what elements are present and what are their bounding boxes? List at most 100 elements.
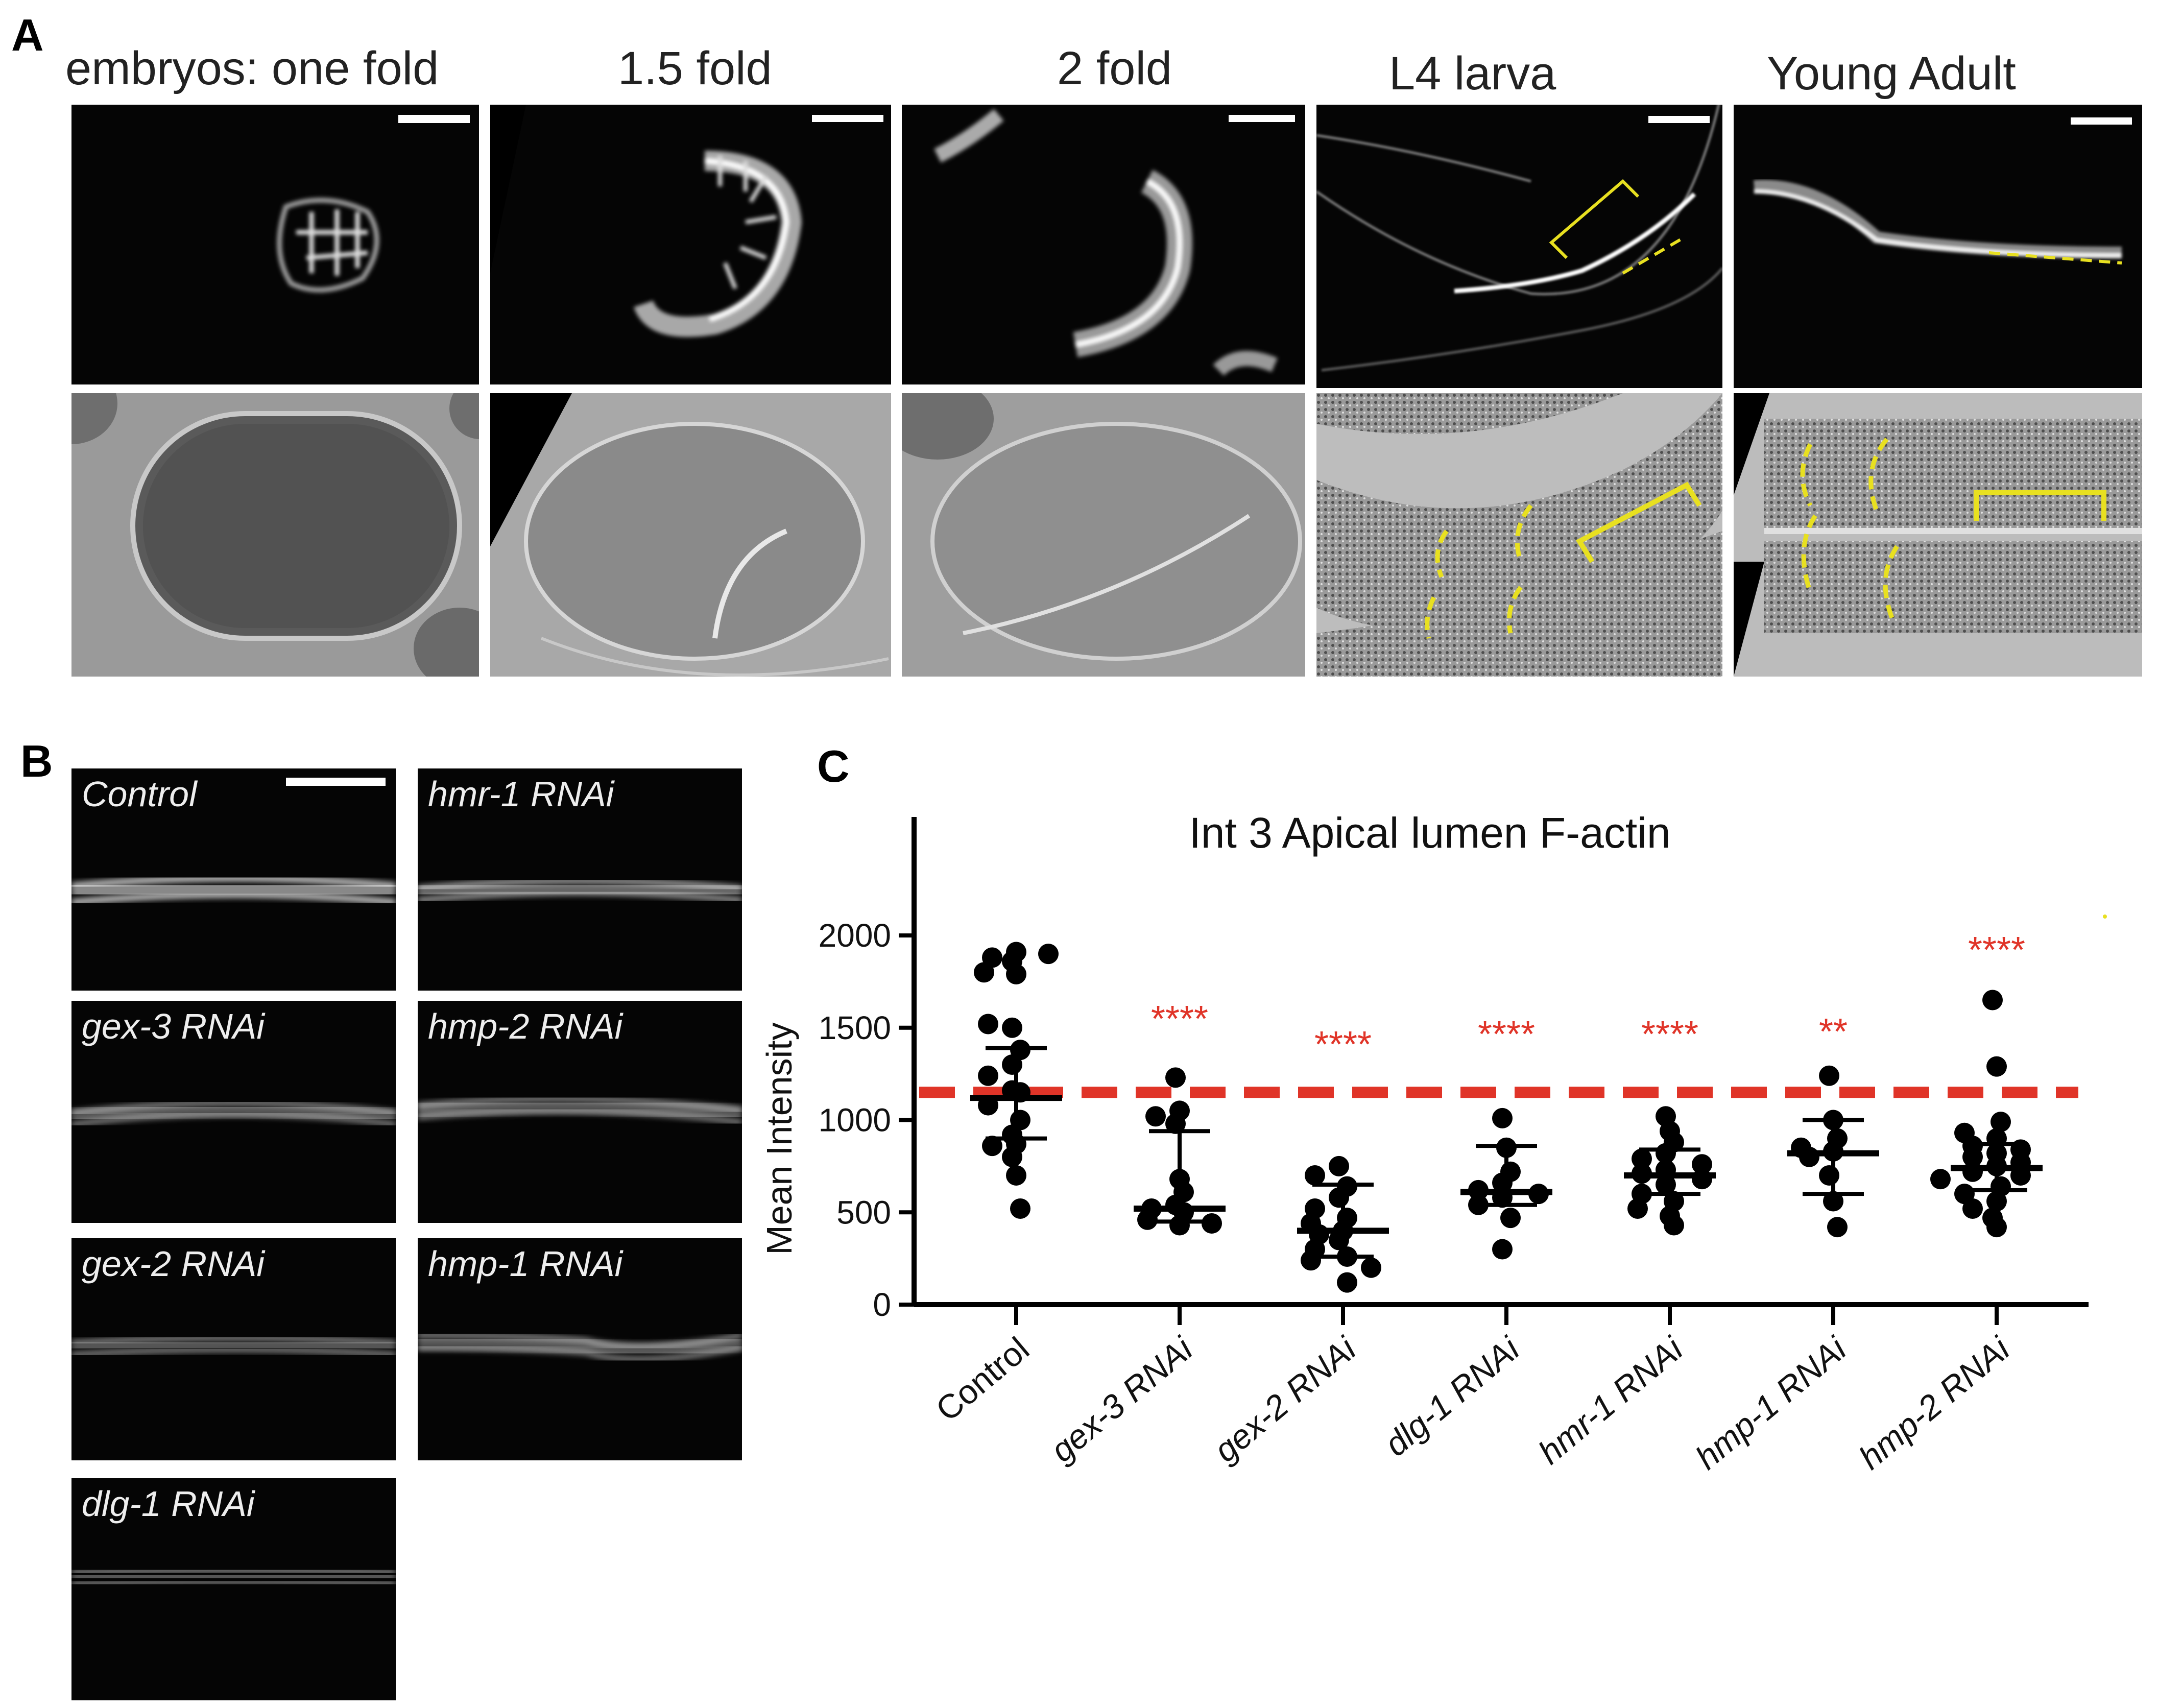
rnai-label-control: Control [82,774,197,814]
data-point [982,1136,1002,1157]
dic-image-l4-larva [1316,393,1722,677]
x-tick-label: hmr-1 RNAi [1531,1329,1690,1472]
data-point [1006,1165,1026,1186]
data-point [1329,1187,1349,1208]
data-point [974,962,994,983]
rnai-label-hmp-2: hmp-2 RNAi [428,1006,623,1046]
x-tick-label: gex-2 RNAi [1207,1329,1364,1470]
y-axis-label: Mean Intensity [759,1022,799,1255]
stage-title-l4-larva: L4 larva [1389,47,1556,100]
y-tick-label: 2000 [819,917,891,954]
data-point [1137,1209,1158,1230]
data-point [1962,1161,1983,1182]
data-point [1632,1148,1652,1169]
data-point [1930,1169,1951,1190]
data-point [1819,1065,1839,1086]
data-point [1799,1146,1819,1167]
rnai-image-gex-3: gex-3 RNAi [71,1001,396,1223]
y-tick-label: 1500 [819,1009,891,1046]
data-point [1986,1217,2007,1238]
data-point [1962,1146,1983,1167]
panel-b-letter: B [20,736,53,786]
fluorescence-image-young-adult [1734,105,2142,388]
x-tick-label: gex-3 RNAi [1043,1329,1201,1470]
stage-title-1-5-fold: 1.5 fold [618,42,772,94]
data-point [1145,1106,1166,1127]
data-point [1202,1213,1222,1234]
significance-marker: **** [1314,1024,1372,1065]
data-point [1006,964,1026,984]
data-point [1986,1056,2007,1077]
data-point [1627,1198,1648,1219]
y-tick-label: 500 [836,1194,891,1231]
y-tick-label: 1000 [819,1102,891,1139]
significance-marker: **** [1968,930,2025,971]
data-point [1823,1191,1843,1212]
scatter-chart: Int 3 Apical lumen F-actin Mean Intensit… [759,809,2107,1477]
significance-marker: ** [1819,1012,1848,1052]
data-point [1002,1054,1022,1075]
significance-marker: **** [1151,999,1208,1040]
data-point [1492,1239,1513,1260]
data-point [1692,1154,1712,1175]
x-tick-label: hmp-1 RNAi [1688,1329,1854,1477]
dic-image-young-adult [1734,393,2142,677]
data-point [1038,944,1059,965]
data-point [1002,1017,1022,1038]
data-point [1165,1067,1186,1088]
rnai-label-gex-3: gex-3 RNAi [82,1006,265,1046]
rnai-image-gex-2: gex-2 RNAi [71,1238,396,1460]
data-point [1010,1198,1030,1219]
data-point [1002,1146,1022,1167]
data-point [1329,1156,1349,1176]
stage-title-2-fold: 2 fold [1057,42,1172,94]
data-point [978,1014,998,1035]
data-point [1962,1198,1983,1219]
data-point [1991,1112,2011,1133]
data-point [1819,1165,1839,1186]
rnai-image-control: Control [71,768,396,991]
data-point [1982,990,2003,1011]
data-point [978,1065,998,1086]
stage-title-young-adult: Young Adult [1767,47,2016,100]
x-tick-label: hmp-2 RNAi [1852,1329,2018,1477]
panel-a-letter: A [11,10,44,60]
scale-bar [286,778,386,786]
rnai-image-dlg-1: dlg-1 RNAi [71,1478,396,1700]
rnai-image-hmp-2: hmp-2 RNAi [418,1001,742,1223]
rnai-image-hmp-1: hmp-1 RNAi [418,1238,742,1460]
data-point [1165,1113,1186,1134]
data-point [1337,1272,1357,1293]
stray-yellow-mark [2103,915,2107,919]
significance-marker: **** [1478,1014,1535,1055]
data-point [1692,1169,1712,1190]
data-point [1305,1165,1325,1186]
significance-marker: **** [1641,1014,1698,1055]
dic-image-2-fold [902,393,1305,677]
data-point [1006,942,1026,963]
rnai-image-hmr-1: hmr-1 RNAi [418,768,742,991]
rnai-label-gex-2: gex-2 RNAi [82,1244,265,1284]
data-point [1500,1208,1521,1229]
x-tick-label: Control [928,1330,1036,1428]
dic-image-one-fold [71,393,479,677]
rnai-label-hmp-1: hmp-1 RNAi [428,1244,623,1284]
rnai-label-dlg-1: dlg-1 RNAi [82,1484,255,1524]
data-point [1492,1108,1513,1128]
rnai-label-hmr-1: hmr-1 RNAi [428,774,614,814]
data-point [1664,1215,1684,1236]
data-point [1301,1250,1321,1271]
y-tick-label: 0 [873,1286,891,1323]
chart-title: Int 3 Apical lumen F-actin [1189,809,1670,857]
fluorescence-image-one-fold [71,105,479,384]
fluorescence-image-1-5-fold [490,105,891,384]
data-point [1827,1217,1848,1238]
fluorescence-image-l4-larva [1316,105,1722,388]
panel-c-letter: C [817,741,850,791]
data-point [1361,1257,1381,1278]
x-tick-label: dlg-1 RNAi [1377,1329,1527,1463]
stage-title-one-fold: embryos: one fold [65,42,439,94]
data-point [1986,1191,2007,1212]
dic-image-1-5-fold [490,393,891,677]
